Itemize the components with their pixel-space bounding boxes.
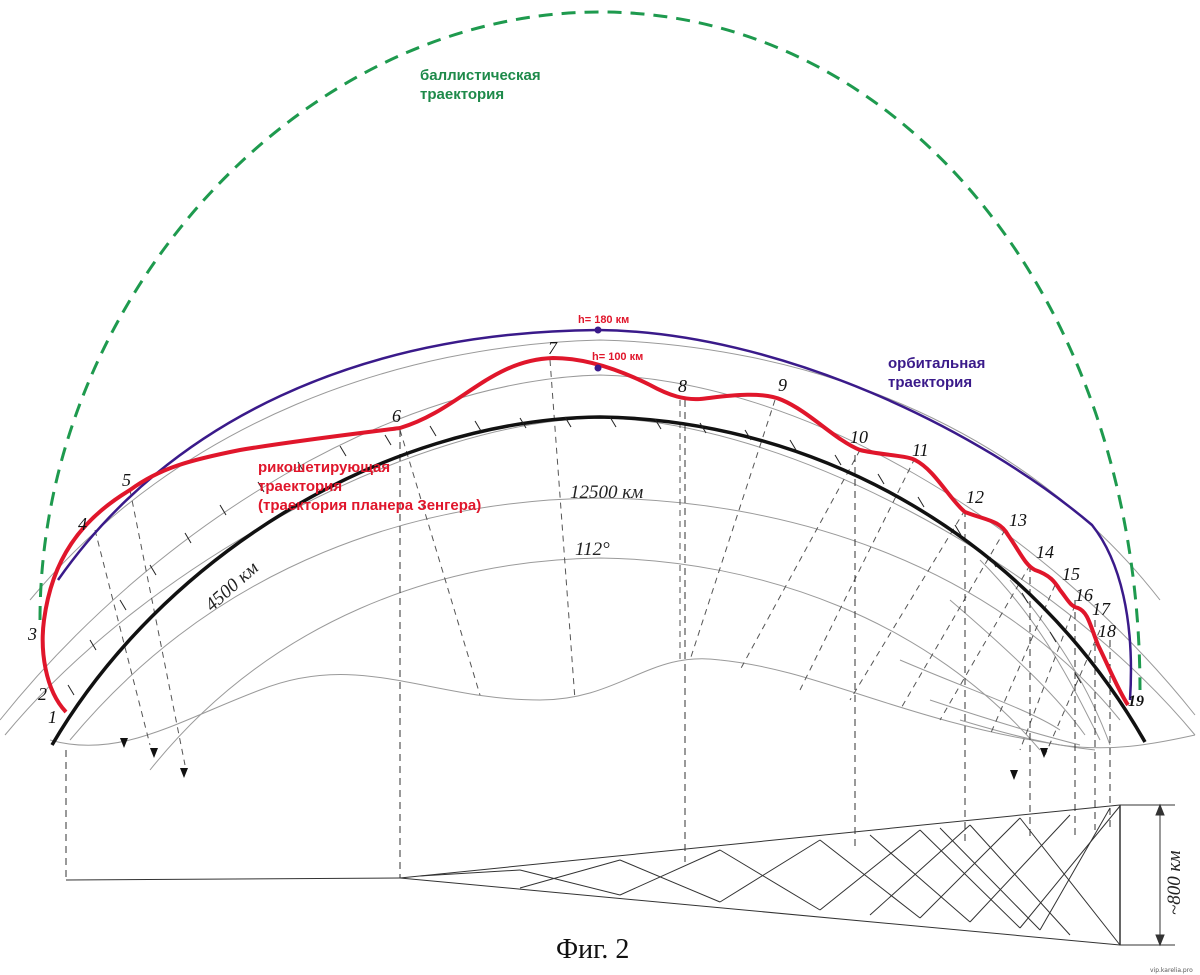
ballistic-trajectory xyxy=(38,10,1142,691)
distance-800-label: ~800 км xyxy=(1164,850,1185,915)
point-14: 14 xyxy=(1036,542,1054,562)
source-credit: vip.karelia.pro xyxy=(1150,967,1193,974)
ricochet-trajectory xyxy=(40,355,1130,714)
ricochet-label-line2: траектория xyxy=(258,478,342,495)
point-10: 10 xyxy=(850,427,868,447)
orbital-trajectory xyxy=(56,328,1133,701)
distance-12500-label: 12500 км xyxy=(570,482,643,503)
point-numbers: 1 2 3 4 5 6 7 8 9 10 11 12 13 14 15 16 1… xyxy=(27,338,1144,727)
construction-grid xyxy=(0,339,1196,771)
point-8: 8 xyxy=(678,376,687,396)
point-17: 17 xyxy=(1092,599,1111,619)
point-2: 2 xyxy=(38,684,47,704)
h180-label: h= 180 км xyxy=(578,314,629,326)
point-18: 18 xyxy=(1098,621,1116,641)
ground-track-plan xyxy=(65,803,1175,947)
point-15: 15 xyxy=(1062,564,1080,584)
h100-label: h= 100 км xyxy=(592,351,643,363)
point-12: 12 xyxy=(966,487,984,507)
angle-112-label: 112° xyxy=(575,539,610,560)
point-13: 13 xyxy=(1009,510,1027,530)
point-11: 11 xyxy=(912,440,929,460)
point-4: 4 xyxy=(78,514,87,534)
projection-lines xyxy=(65,400,1111,880)
orbit-apex-dot xyxy=(594,326,602,334)
point-7: 7 xyxy=(548,338,558,358)
ricochet-label-line1: рикошетирующая xyxy=(258,459,390,476)
earth-hatching xyxy=(67,416,1082,696)
arrow-marks xyxy=(120,738,1048,780)
ricochet-apex-dot xyxy=(594,364,602,372)
point-19: 19 xyxy=(1128,693,1144,710)
point-9: 9 xyxy=(778,375,787,395)
point-6: 6 xyxy=(392,406,401,426)
orbital-label-line2: траектория xyxy=(888,374,972,391)
figure-caption: Фиг. 2 xyxy=(556,934,629,965)
ricochet-label-line3: (траектория планера Зенгера) xyxy=(258,497,481,514)
ballistic-label-line1: баллистическая xyxy=(420,67,541,84)
point-5: 5 xyxy=(122,470,131,490)
ballistic-label-line2: траектория xyxy=(420,86,504,103)
point-1: 1 xyxy=(48,707,57,727)
point-3: 3 xyxy=(27,624,37,644)
point-16: 16 xyxy=(1075,585,1093,605)
earth-surface xyxy=(50,415,1147,746)
orbital-label-line1: орбитальная xyxy=(888,355,985,372)
